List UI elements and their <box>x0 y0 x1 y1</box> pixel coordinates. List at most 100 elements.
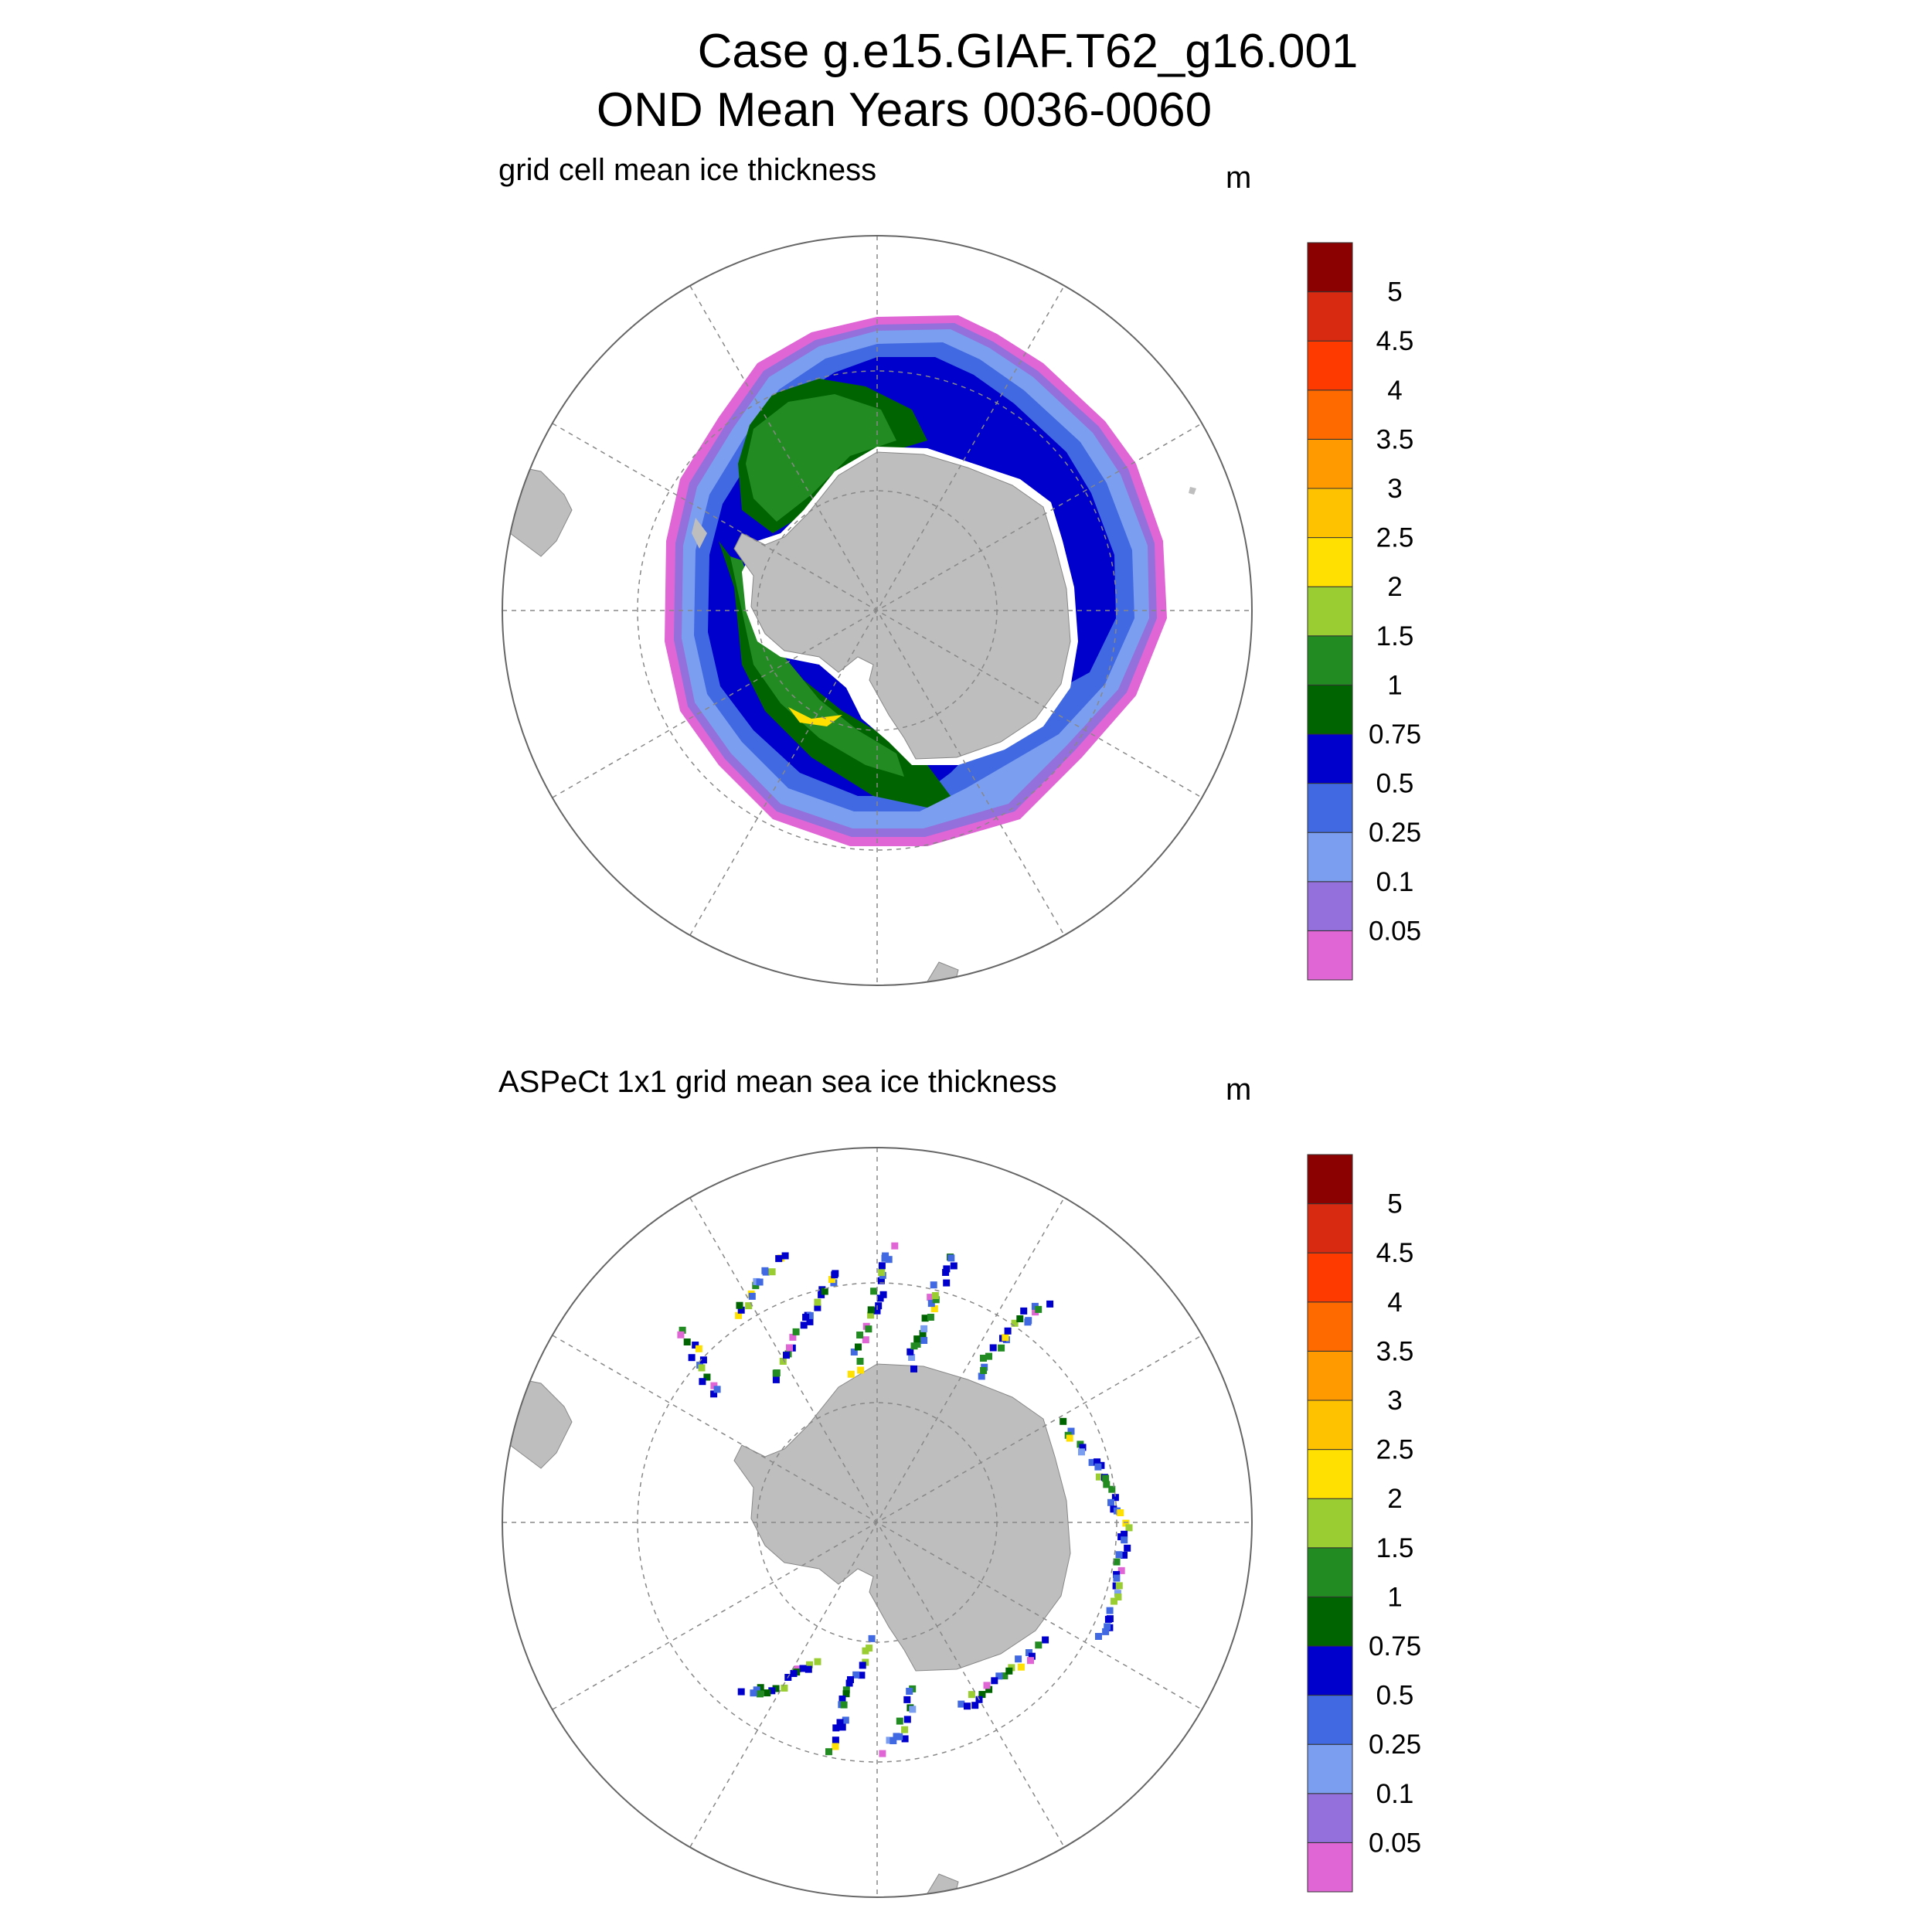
obs-cell <box>921 1315 929 1322</box>
panel2-units: m <box>1226 1073 1252 1107</box>
panel1-border <box>502 235 1253 986</box>
colorbar-swatch <box>1307 242 1353 293</box>
colorbar-tick-label: 2.5 <box>1376 1435 1414 1465</box>
colorbar-tick-label: 2 <box>1387 572 1402 602</box>
colorbar-swatch <box>1307 1400 1353 1451</box>
obs-cell <box>1111 1494 1119 1502</box>
panel1-map <box>502 235 1253 986</box>
obs-cell <box>806 1318 814 1325</box>
colorbar-tick-label: 2 <box>1387 1484 1402 1514</box>
colorbar-tick-label: 0.5 <box>1376 769 1414 799</box>
obs-cell <box>901 1726 909 1733</box>
obs-cell <box>772 1685 780 1692</box>
obs-cell <box>842 1716 849 1724</box>
obs-cell <box>836 1719 844 1726</box>
obs-cell <box>804 1665 812 1673</box>
obs-cell <box>832 1724 840 1732</box>
colorbar-swatch <box>1307 340 1353 391</box>
obs-cell <box>773 1369 781 1376</box>
obs-cell <box>1121 1536 1128 1544</box>
colorbar-swatch <box>1307 1350 1353 1401</box>
obs-cell <box>886 1736 893 1744</box>
obs-cell <box>903 1716 911 1723</box>
obs-cell <box>857 1366 865 1374</box>
obs-cell <box>910 1365 917 1372</box>
obs-cell <box>856 1358 864 1365</box>
obs-cell <box>980 1367 988 1374</box>
obs-cell <box>825 1748 832 1756</box>
obs-cell <box>703 1373 711 1381</box>
colorbar-tick-label: 3 <box>1387 1386 1402 1416</box>
panel2-border <box>502 1147 1253 1898</box>
antarctica-land <box>733 451 1071 760</box>
colorbar-swatch <box>1307 1596 1353 1647</box>
obs-cell <box>943 1279 951 1287</box>
obs-cell <box>838 1723 846 1731</box>
colorbar-tick-label: 0.1 <box>1376 1779 1414 1809</box>
obs-cell <box>699 1356 707 1364</box>
obs-cell <box>832 1743 839 1750</box>
obs-cell <box>855 1343 862 1351</box>
obs-cell <box>783 1352 790 1359</box>
obs-cell <box>781 1252 789 1260</box>
colorbar-tick-label: 1.5 <box>1376 1533 1414 1563</box>
colorbar-swatch <box>1307 1301 1353 1352</box>
colorbar-swatch <box>1307 291 1353 342</box>
obs-cell <box>882 1252 889 1260</box>
obs-cell <box>943 1265 951 1273</box>
obs-cell <box>1121 1551 1128 1559</box>
obs-cell <box>1011 1319 1019 1327</box>
colorbar-swatch <box>1307 389 1353 440</box>
obs-cell <box>1004 1327 1012 1335</box>
obs-cell <box>879 1291 887 1298</box>
obs-cell <box>985 1352 992 1360</box>
ice-band-2.5 <box>788 707 842 726</box>
obs-cell <box>873 1307 881 1315</box>
panel1-label: grid cell mean ice thickness <box>498 153 877 187</box>
obs-cell <box>1060 1417 1067 1425</box>
colorbar-swatch <box>1307 586 1353 637</box>
obs-cell <box>737 1306 745 1314</box>
obs-cell <box>737 1688 745 1696</box>
colorbar-swatch <box>1307 1449 1353 1499</box>
obs-cell <box>930 1281 937 1289</box>
obs-cell <box>964 1702 971 1710</box>
obs-cell <box>901 1735 909 1743</box>
colorbar-panel2: 0.05 0.1 0.25 0.5 0.75 1 1.5 2 2.5 3 3.5 4 4.5 5 <box>1307 1154 1421 1893</box>
figure-title-line2: OND Mean Years 0036-0060 <box>596 83 1213 137</box>
obs-cell <box>840 1701 848 1709</box>
ice-band-1.5 <box>746 394 896 522</box>
obs-cell <box>862 1336 869 1344</box>
panel2-graticule <box>502 1148 1252 1897</box>
obs-cell <box>950 1262 957 1270</box>
obs-cell <box>750 1689 757 1697</box>
obs-cell <box>735 1311 743 1319</box>
obs-cell <box>789 1333 797 1341</box>
obs-cell <box>1113 1570 1121 1578</box>
obs-cell <box>768 1268 776 1276</box>
obs-cell <box>1115 1551 1123 1559</box>
obs-cell <box>908 1354 916 1361</box>
colorbar-swatch <box>1307 488 1353 539</box>
south-america-land <box>502 463 573 557</box>
south-america-land-2 <box>502 1375 573 1469</box>
obs-cell <box>998 1344 1005 1352</box>
obs-cell <box>1115 1582 1123 1590</box>
obs-cell <box>1125 1524 1133 1532</box>
colorbar-swatch <box>1307 1203 1353 1253</box>
south-georgia <box>1189 487 1196 495</box>
obs-cell <box>885 1256 893 1264</box>
obs-cell <box>775 1255 783 1263</box>
obs-cell <box>745 1302 753 1310</box>
obs-cell <box>1113 1558 1121 1566</box>
obs-cell <box>757 1690 764 1698</box>
obs-cell <box>1028 1652 1036 1660</box>
obs-cell <box>1025 1317 1032 1325</box>
obs-cell <box>1113 1574 1121 1582</box>
obs-cell <box>867 1306 875 1314</box>
obs-cell <box>1020 1307 1028 1315</box>
obs-cell <box>832 1270 839 1277</box>
obs-cell <box>1067 1427 1075 1435</box>
colorbar-tick-label: 1.5 <box>1376 621 1414 651</box>
obs-cell <box>842 1690 850 1698</box>
